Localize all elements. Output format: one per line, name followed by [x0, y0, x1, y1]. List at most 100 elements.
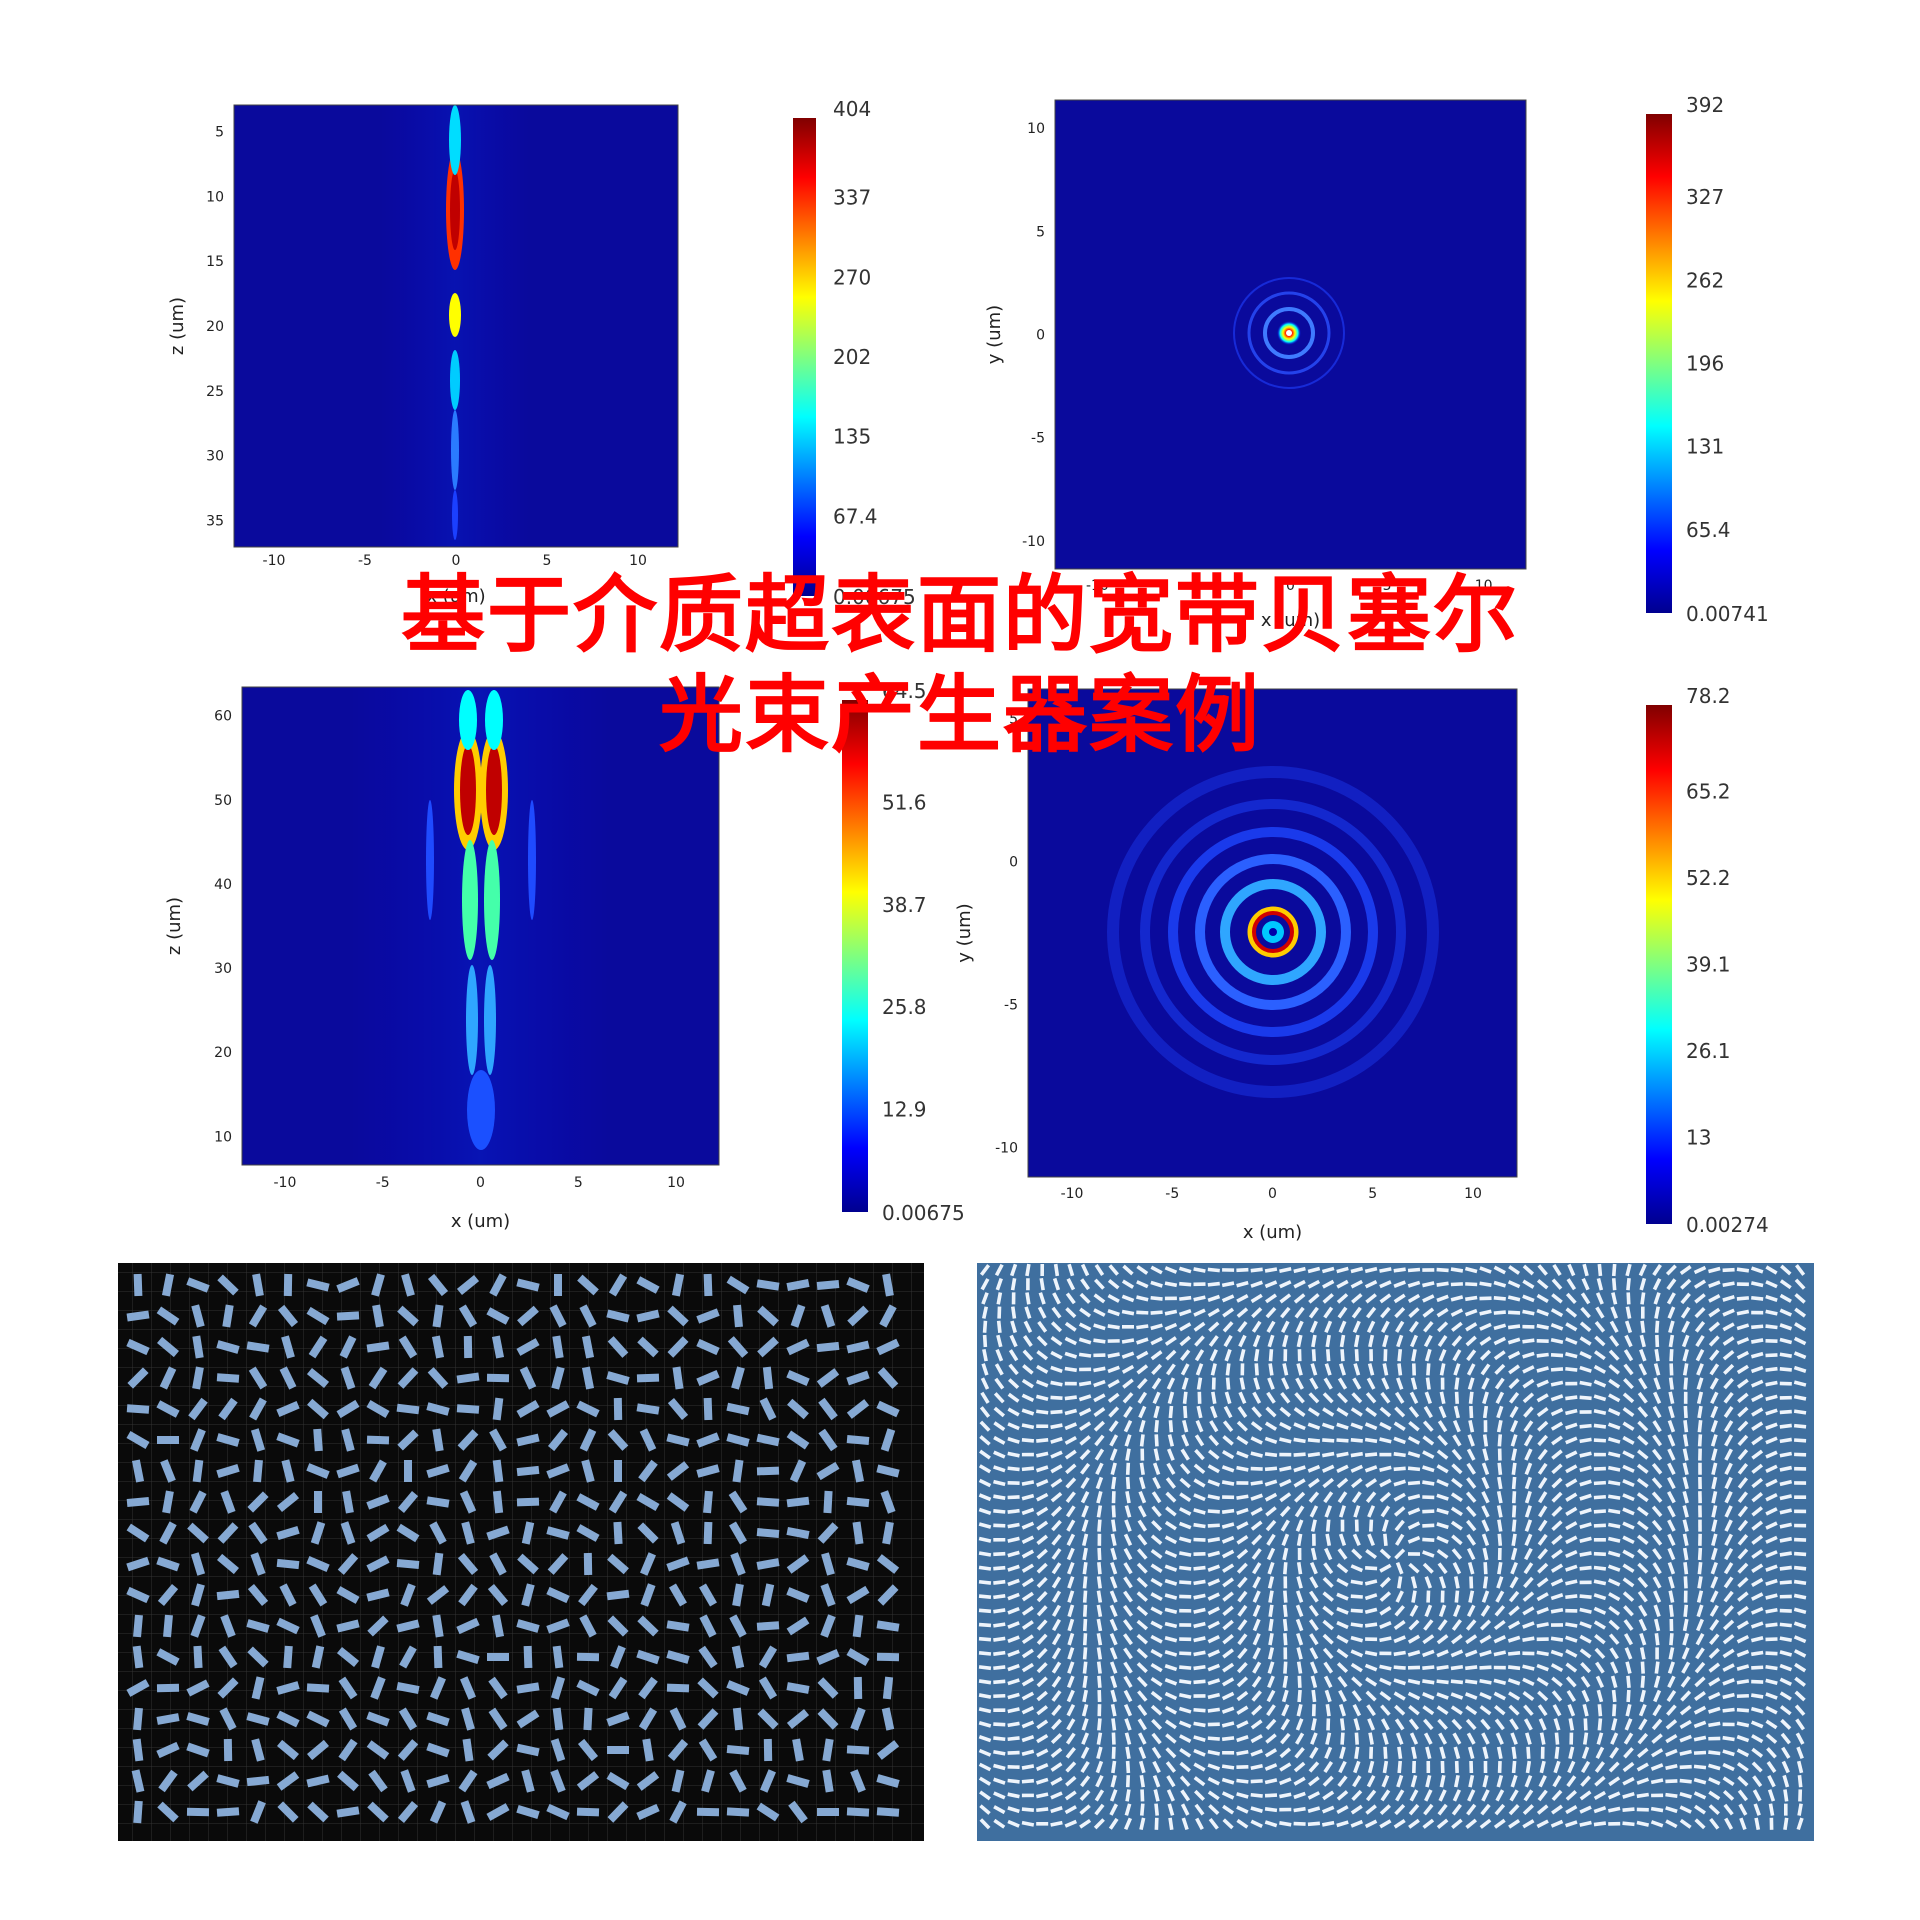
- nanopillar: [1036, 1437, 1049, 1443]
- nanopillar: [1136, 1350, 1149, 1360]
- nanopillar: [1537, 1420, 1549, 1432]
- nanopillar: [1593, 1494, 1607, 1500]
- nanopillar: [1466, 1547, 1476, 1561]
- nanopillar: [1565, 1594, 1578, 1600]
- nanopillar: [1767, 1789, 1776, 1802]
- nanopillar: [1136, 1364, 1149, 1375]
- nanopillar: [1207, 1509, 1220, 1514]
- nanopillar: [1379, 1576, 1391, 1588]
- nanopillar: [1179, 1608, 1192, 1613]
- nanopillar: [1695, 1633, 1705, 1646]
- nanopillar: [1250, 1293, 1263, 1304]
- nanopillar: [1295, 1732, 1305, 1745]
- nanopillar: [1483, 1562, 1488, 1575]
- nanopillar: [248, 1521, 268, 1545]
- nanopillar: [1036, 1520, 1049, 1531]
- nanopillar: [1508, 1378, 1520, 1390]
- nanopillar: [1164, 1691, 1178, 1701]
- nanopillar: [1166, 1448, 1175, 1461]
- nanopillar: [1479, 1266, 1492, 1274]
- nanopillar: [430, 1676, 446, 1700]
- nanopillar: [1081, 1703, 1089, 1717]
- nanopillar: [187, 1522, 209, 1544]
- nanopillar: [1779, 1522, 1793, 1529]
- nanopillar: [636, 1649, 660, 1665]
- nanopillar: [1523, 1718, 1533, 1731]
- nanopillar: [978, 1594, 992, 1599]
- nanopillar: [283, 1273, 293, 1297]
- nanopillar: [366, 1740, 390, 1760]
- nanopillar: [1267, 1334, 1275, 1348]
- nanopillar: [1295, 1718, 1304, 1731]
- nanopillar: [1293, 1266, 1306, 1274]
- nanopillar: [1409, 1604, 1419, 1617]
- nanopillar: [1225, 1363, 1231, 1376]
- nanopillar: [1607, 1508, 1621, 1515]
- nanopillar: [1393, 1452, 1406, 1458]
- nanopillar: [666, 1556, 690, 1572]
- nanopillar: [1655, 1334, 1660, 1348]
- nanopillar: [1036, 1364, 1049, 1374]
- nanopillar: [1352, 1533, 1361, 1547]
- nanopillar: [1123, 1703, 1133, 1717]
- nanopillar: [1379, 1591, 1392, 1602]
- nanopillar: [1297, 1547, 1302, 1561]
- nanopillar: [1150, 1648, 1163, 1658]
- nanopillar: [1354, 1746, 1360, 1759]
- nanopillar: [1282, 1547, 1289, 1561]
- nanopillar: [1623, 1747, 1634, 1759]
- nanopillar: [1651, 1463, 1663, 1475]
- nanopillar: [1622, 1549, 1635, 1559]
- nanopillar: [1107, 1365, 1120, 1374]
- nanopillar: [1337, 1491, 1348, 1504]
- nanopillar: [726, 1807, 750, 1817]
- nanopillar: [786, 1526, 810, 1540]
- nanopillar: [1138, 1760, 1146, 1774]
- nanopillar: [1210, 1405, 1218, 1419]
- nanopillar: [156, 1306, 180, 1326]
- nanopillar: [252, 1273, 264, 1297]
- nanopillar: [1078, 1380, 1092, 1387]
- nanopillar: [1322, 1576, 1334, 1588]
- nanopillar: [1524, 1519, 1533, 1532]
- nanopillar: [1164, 1336, 1177, 1346]
- nanopillar: [283, 1645, 293, 1669]
- nanopillar: [1295, 1590, 1304, 1603]
- nanopillar: [993, 1708, 1006, 1713]
- nanopillar: [733, 1304, 743, 1328]
- nanopillar: [1608, 1633, 1620, 1645]
- nanopillar: [1537, 1789, 1548, 1802]
- nanopillar: [1681, 1334, 1690, 1348]
- nanopillar: [1651, 1793, 1664, 1798]
- nanopillar: [996, 1334, 1003, 1348]
- nanopillar: [1236, 1548, 1249, 1560]
- nanopillar: [1751, 1747, 1764, 1758]
- nanopillar: [1736, 1693, 1749, 1699]
- nanopillar: [1626, 1675, 1631, 1688]
- nanopillar: [1479, 1309, 1492, 1316]
- nanopillar: [850, 1769, 866, 1793]
- nanopillar: [607, 1746, 629, 1754]
- nanopillar: [1508, 1818, 1521, 1829]
- nanopillar: [1026, 1278, 1030, 1291]
- nanopillar: [1622, 1791, 1635, 1799]
- nanopillar: [314, 1491, 322, 1513]
- nanopillar: [1354, 1519, 1359, 1532]
- nanopillar: [157, 1801, 179, 1823]
- nanopillar: [1565, 1478, 1578, 1488]
- nanopillar: [1266, 1533, 1276, 1546]
- nanopillar: [1752, 1775, 1763, 1788]
- nanopillar: [1221, 1691, 1235, 1701]
- nanopillar: [583, 1707, 593, 1731]
- nanopillar: [1608, 1378, 1621, 1389]
- nanopillar: [1268, 1363, 1274, 1376]
- nanopillar: [1623, 1619, 1634, 1631]
- nanopillar: [876, 1620, 900, 1632]
- nanopillar: [1750, 1650, 1764, 1657]
- nanopillar: [1136, 1280, 1149, 1289]
- nanopillar: [1124, 1718, 1132, 1731]
- nanopillar: [1364, 1566, 1378, 1571]
- nanopillar: [1737, 1591, 1749, 1602]
- nanopillar: [1266, 1704, 1276, 1717]
- nanopillar: [1325, 1732, 1332, 1745]
